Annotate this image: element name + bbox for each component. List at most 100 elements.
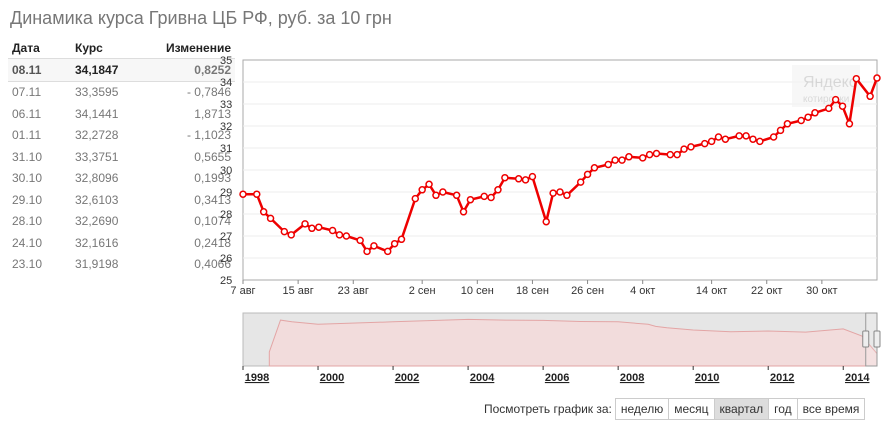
data-point[interactable] (418, 186, 426, 194)
data-point[interactable] (652, 149, 661, 158)
range-handle-right[interactable] (873, 330, 881, 348)
data-point[interactable] (556, 188, 564, 196)
data-point[interactable] (280, 227, 289, 236)
data-point[interactable] (266, 214, 275, 223)
data-point[interactable] (811, 109, 819, 117)
data-point[interactable] (618, 156, 626, 164)
range-handle-left[interactable] (862, 330, 870, 348)
y-tick-label: 27 (220, 231, 232, 243)
data-point[interactable] (852, 74, 861, 83)
data-point[interactable] (528, 172, 537, 181)
data-point[interactable] (335, 231, 344, 239)
data-point[interactable] (370, 242, 378, 250)
data-point[interactable] (625, 153, 633, 161)
data-point[interactable] (638, 154, 647, 162)
y-tick-label: 32 (220, 121, 232, 133)
data-point[interactable] (866, 92, 874, 101)
period-quarter-button[interactable]: квартал (713, 398, 770, 420)
data-point[interactable] (687, 143, 695, 151)
data-point[interactable] (749, 135, 757, 143)
data-point[interactable] (308, 224, 316, 233)
data-point[interactable] (838, 102, 847, 110)
data-point[interactable] (707, 137, 716, 146)
page-title: Динамика курса Гривна ЦБ РФ, руб. за 10 … (10, 8, 392, 28)
data-point[interactable] (590, 164, 599, 172)
data-point[interactable] (501, 173, 509, 182)
data-point[interactable] (714, 133, 723, 141)
data-point[interactable] (783, 120, 792, 128)
data-point[interactable] (363, 247, 371, 256)
data-point[interactable] (383, 247, 392, 256)
period-month-button[interactable]: месяц (668, 398, 715, 420)
data-point[interactable] (287, 231, 295, 239)
data-point[interactable] (611, 156, 619, 164)
data-point[interactable] (239, 190, 247, 198)
data-point[interactable] (521, 176, 530, 184)
data-point[interactable] (735, 132, 743, 140)
data-point[interactable] (542, 217, 550, 226)
row-date: 08.11 (8, 58, 75, 82)
data-point[interactable] (673, 150, 681, 159)
data-point[interactable] (769, 133, 778, 141)
data-point[interactable] (756, 137, 764, 146)
x-tick-label: 7 авг (230, 285, 255, 297)
period-week-button[interactable]: неделю (614, 398, 670, 420)
data-point[interactable] (397, 235, 406, 244)
data-point[interactable] (328, 226, 337, 235)
data-point[interactable] (583, 170, 592, 179)
data-point[interactable] (480, 192, 488, 201)
y-tick-label: 28 (220, 209, 232, 221)
row-change: - 0,7846 (186, 85, 231, 100)
data-point[interactable] (514, 175, 523, 183)
data-point[interactable] (411, 194, 420, 203)
data-point[interactable] (432, 191, 440, 200)
data-point[interactable] (315, 223, 323, 231)
data-point[interactable] (797, 116, 805, 125)
row-change: - 1,1023 (186, 128, 231, 143)
data-point[interactable] (666, 150, 675, 159)
data-point[interactable] (259, 208, 268, 216)
data-point[interactable] (721, 135, 730, 143)
data-point[interactable] (680, 145, 688, 153)
overview-range-chart[interactable]: 1998 2000 2002 2004 2006 2008 2010 2012 2014 (215, 308, 885, 386)
data-point[interactable] (425, 180, 433, 189)
data-point[interactable] (604, 160, 612, 169)
data-point[interactable] (301, 220, 309, 228)
overview-x-tick-label: 2002 (395, 372, 419, 384)
period-year-button[interactable]: год (768, 398, 798, 420)
table-row: 23.10 31,9198 0,4066 (8, 254, 235, 276)
data-point[interactable] (576, 178, 585, 186)
rate-line-chart[interactable]: 25 26 27 28 29 30 31 32 33 34 35 7 авг 15 авг 23 авг… (215, 40, 885, 302)
data-point[interactable] (804, 113, 812, 121)
data-point[interactable] (776, 126, 785, 135)
data-point[interactable] (700, 139, 709, 148)
data-point[interactable] (873, 74, 881, 82)
data-point[interactable] (825, 104, 833, 113)
y-tick-label: 34 (220, 77, 232, 89)
overview-x-tick-label: 2014 (845, 372, 870, 384)
data-point[interactable] (494, 186, 502, 194)
watermark-subtitle: котировки (803, 94, 849, 105)
data-point[interactable] (439, 188, 447, 196)
data-point[interactable] (549, 189, 557, 197)
row-change: 0,8252 (141, 58, 235, 82)
y-tick-label: 30 (220, 165, 232, 177)
data-point[interactable] (563, 191, 571, 200)
y-tick-label: 26 (220, 253, 232, 265)
data-point[interactable] (845, 120, 854, 128)
overview-series-area (268, 318, 878, 367)
data-point[interactable] (356, 236, 364, 245)
data-point[interactable] (459, 208, 468, 216)
row-change: 0,2418 (194, 235, 231, 250)
data-point[interactable] (342, 232, 351, 240)
data-point[interactable] (487, 193, 495, 202)
data-point[interactable] (253, 190, 261, 198)
x-tick-label: 22 окт (751, 285, 782, 297)
data-point[interactable] (645, 150, 654, 159)
period-all-button[interactable]: все время (796, 398, 866, 420)
data-point[interactable] (742, 132, 750, 140)
data-point[interactable] (831, 95, 840, 104)
data-point[interactable] (466, 195, 475, 204)
data-point[interactable] (452, 191, 461, 200)
data-point[interactable] (390, 239, 399, 248)
